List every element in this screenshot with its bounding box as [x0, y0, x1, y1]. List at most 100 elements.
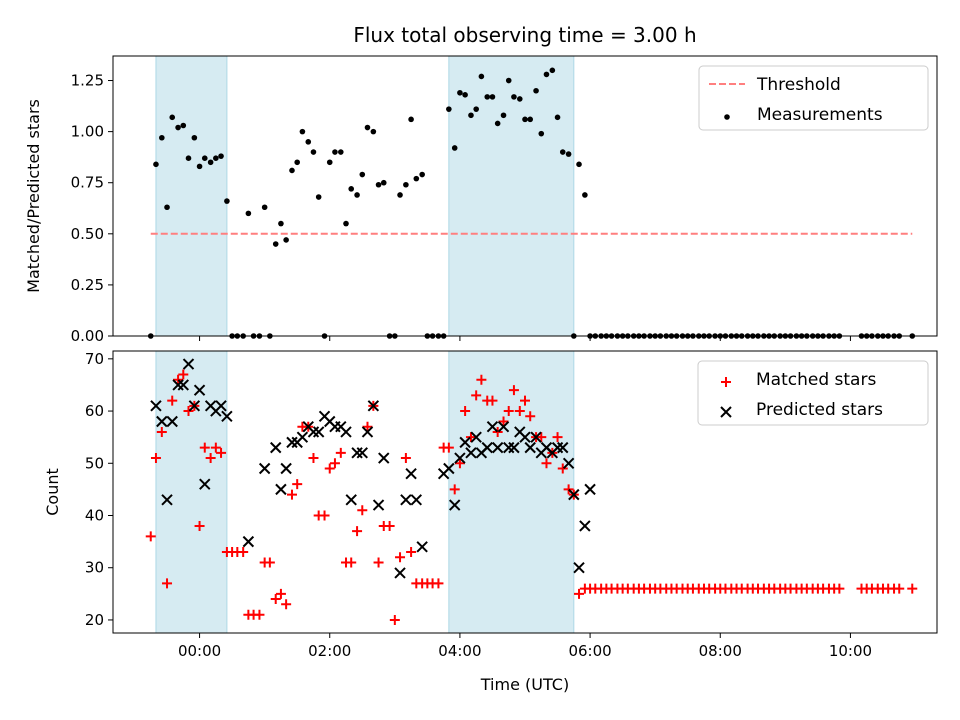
measurement-point [582, 192, 588, 198]
matched-star-point [275, 588, 286, 599]
matched-star-point [443, 442, 454, 453]
measurement-point [527, 116, 534, 123]
y-tick-label: 0.00 [71, 327, 104, 345]
matched-star-point [541, 458, 552, 469]
measurement-point [164, 204, 170, 211]
matched-star-point [173, 374, 184, 385]
predicted-star-point [340, 426, 352, 438]
measurement-point [473, 106, 479, 112]
measurement-point [489, 94, 496, 100]
measurement-point [310, 149, 317, 155]
top-panel: 0.00 0.25 0.50 0.75 1.00 1.25 Matched/Predicte… [24, 55, 938, 345]
matched-star-point [834, 583, 845, 594]
matched-star-point [557, 463, 568, 474]
matched-star-point [162, 578, 173, 589]
predicted-star-point [562, 457, 575, 469]
matched-star-point [362, 421, 373, 432]
predicted-star-point [312, 426, 325, 438]
predicted-star-point [242, 535, 255, 548]
predicted-star-point [351, 447, 363, 459]
matched-star-point [210, 442, 221, 453]
measurement-point [159, 134, 165, 141]
measurement-point [468, 112, 474, 119]
measurement-point [283, 237, 289, 243]
matched-star-point [324, 463, 335, 474]
measurement-point [533, 87, 539, 94]
measurement-point [462, 92, 468, 98]
measurement-point [191, 134, 198, 141]
matched-star-point [357, 505, 368, 516]
predicted-star-point [286, 436, 298, 449]
matched-star-point [373, 557, 384, 568]
matched-star-point [508, 385, 519, 396]
y-tick-label: 30 [85, 559, 104, 577]
measurement-point [201, 155, 208, 161]
measurement-point [272, 241, 279, 247]
matched-star-point [178, 369, 189, 380]
x-axis-title: Time (UTC) [480, 675, 569, 694]
measurement-point [565, 151, 572, 157]
predicted-star-point [497, 421, 510, 433]
measurement-point [380, 179, 387, 186]
predicted-star-point [307, 426, 320, 438]
measurement-point [359, 171, 366, 178]
measurement-point [511, 94, 517, 100]
matched-star-point [335, 447, 346, 458]
y-tick-label: 0.50 [71, 225, 104, 243]
measurement-point [305, 139, 312, 145]
predicted-star-point [270, 441, 282, 454]
matched-star-point [460, 406, 471, 417]
matched-star-point [145, 531, 156, 542]
y-tick-label: 1.25 [71, 72, 104, 90]
predicted-star-point [568, 488, 580, 501]
matched-star-point [329, 458, 340, 469]
measurement-point [180, 122, 187, 129]
matched-star-point [156, 426, 167, 437]
predicted-star-point [166, 415, 178, 428]
predicted-star-point [172, 379, 184, 391]
measurement-point [338, 149, 344, 155]
shaded-interval [448, 350, 575, 634]
predicted-star-point [182, 358, 195, 370]
x-tick-label: 04:00 [438, 642, 481, 660]
matched-star-point [352, 526, 363, 537]
matched-star-point [286, 489, 297, 500]
matched-star-point [454, 458, 465, 469]
predicted-star-point [524, 441, 536, 454]
matched-star-point [389, 614, 400, 625]
measurement-point [484, 94, 491, 100]
legend-label: Matched stars [756, 370, 876, 390]
measurement-point [408, 116, 414, 123]
measurement-point [478, 73, 485, 80]
legend-measurement-swatch [724, 114, 730, 120]
matched-star-point [498, 416, 509, 427]
shaded-interval [155, 55, 228, 337]
legend-box [697, 360, 929, 426]
measurement-point [348, 186, 355, 192]
matched-star-point [433, 578, 444, 589]
measurement-point [494, 120, 501, 127]
predicted-star-point [530, 431, 542, 443]
y-tick-label: 60 [85, 402, 104, 420]
predicted-star-point [486, 421, 499, 433]
measurement-point [153, 161, 159, 168]
x-tick-label: 00:00 [178, 642, 221, 660]
matched-star-point [520, 395, 530, 406]
measurement-point [413, 175, 420, 182]
matched-star-point [487, 395, 498, 406]
y-axis-title: Count [43, 468, 62, 516]
y-tick-label: 50 [85, 454, 104, 472]
predicted-star-point [361, 426, 374, 438]
predicted-star-point [378, 452, 390, 464]
measurement-point [505, 77, 512, 84]
axes-frame [112, 55, 938, 337]
predicted-star-point [367, 400, 380, 412]
predicted-star-point [215, 400, 227, 412]
legend-matched-swatch [721, 377, 731, 387]
shaded-interval [448, 55, 575, 337]
measurement-point [543, 71, 550, 78]
legend-predicted-swatch [720, 406, 732, 418]
predicted-star-point [470, 431, 482, 443]
measurement-point [538, 130, 545, 137]
measurement-point [299, 128, 306, 135]
